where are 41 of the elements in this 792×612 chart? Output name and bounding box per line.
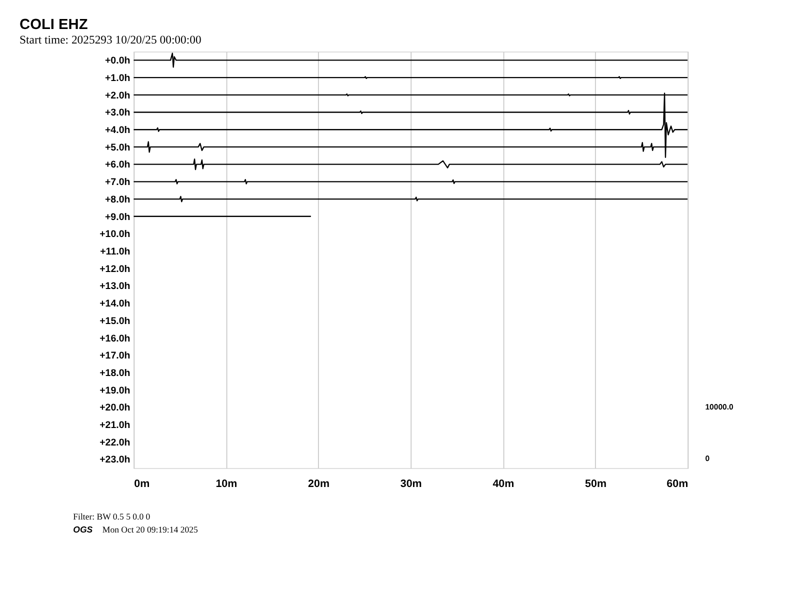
y-tick-label: +1.0h (104, 72, 130, 84)
y-tick-label: +6.0h (104, 160, 130, 171)
x-tick-label: 50m (585, 478, 607, 490)
text: Mon Oct 20 09:19:14 2025 (102, 524, 198, 534)
y-tick-label: +8.0h (104, 194, 130, 206)
line-series (134, 158, 688, 170)
y-tick-label: +11.0h (100, 246, 130, 258)
y-tick-label: +23.0h (100, 454, 130, 466)
chart-subtitle: Start time: 2025293 10/20/25 00:00:00 (20, 34, 202, 47)
x-tick-label: 40m (492, 478, 514, 490)
chart-title: COLI EHZ (20, 17, 88, 34)
y-tick-label: +2.0h (104, 90, 130, 102)
y-tick-label: +14.0h (100, 298, 130, 310)
y-tick-label: +13.0h (100, 281, 130, 292)
x-tick-label: 0m (134, 478, 150, 490)
y-tick-label: +12.0h (100, 264, 130, 275)
y-tick-label: +5.0h (104, 142, 130, 154)
text: 0 (705, 454, 710, 464)
y-tick-label: +7.0h (104, 177, 130, 188)
x-tick-label: 10m (216, 478, 238, 490)
y-tick-label: +0.0h (104, 56, 130, 67)
y-tick-label: +20.0h (100, 402, 130, 414)
line-series (134, 92, 688, 158)
x-tick-label: 30m (400, 478, 422, 490)
y-tick-label: +19.0h (100, 385, 130, 396)
y-tick-label: +21.0h (100, 420, 130, 432)
text: Filter: BW 0.5 5 0.0 0 (73, 512, 151, 522)
y-tick-label: +10.0h (100, 229, 130, 240)
line-series (134, 52, 688, 68)
y-tick-label: +15.0h (100, 316, 130, 327)
x-tick-label: 60m (666, 478, 688, 490)
y-tick-label: +3.0h (104, 108, 130, 119)
y-tick-label: +4.0h (104, 125, 130, 136)
y-tick-label: +22.0h (100, 437, 130, 448)
x-tick-label: 20m (308, 478, 330, 490)
text: OGS (73, 524, 93, 534)
y-tick-label: +9.0h (104, 212, 130, 223)
y-tick-label: +17.0h (100, 350, 130, 362)
text: 10000.0 (705, 402, 734, 412)
y-tick-label: +16.0h (100, 333, 130, 344)
y-tick-label: +18.0h (100, 368, 130, 379)
